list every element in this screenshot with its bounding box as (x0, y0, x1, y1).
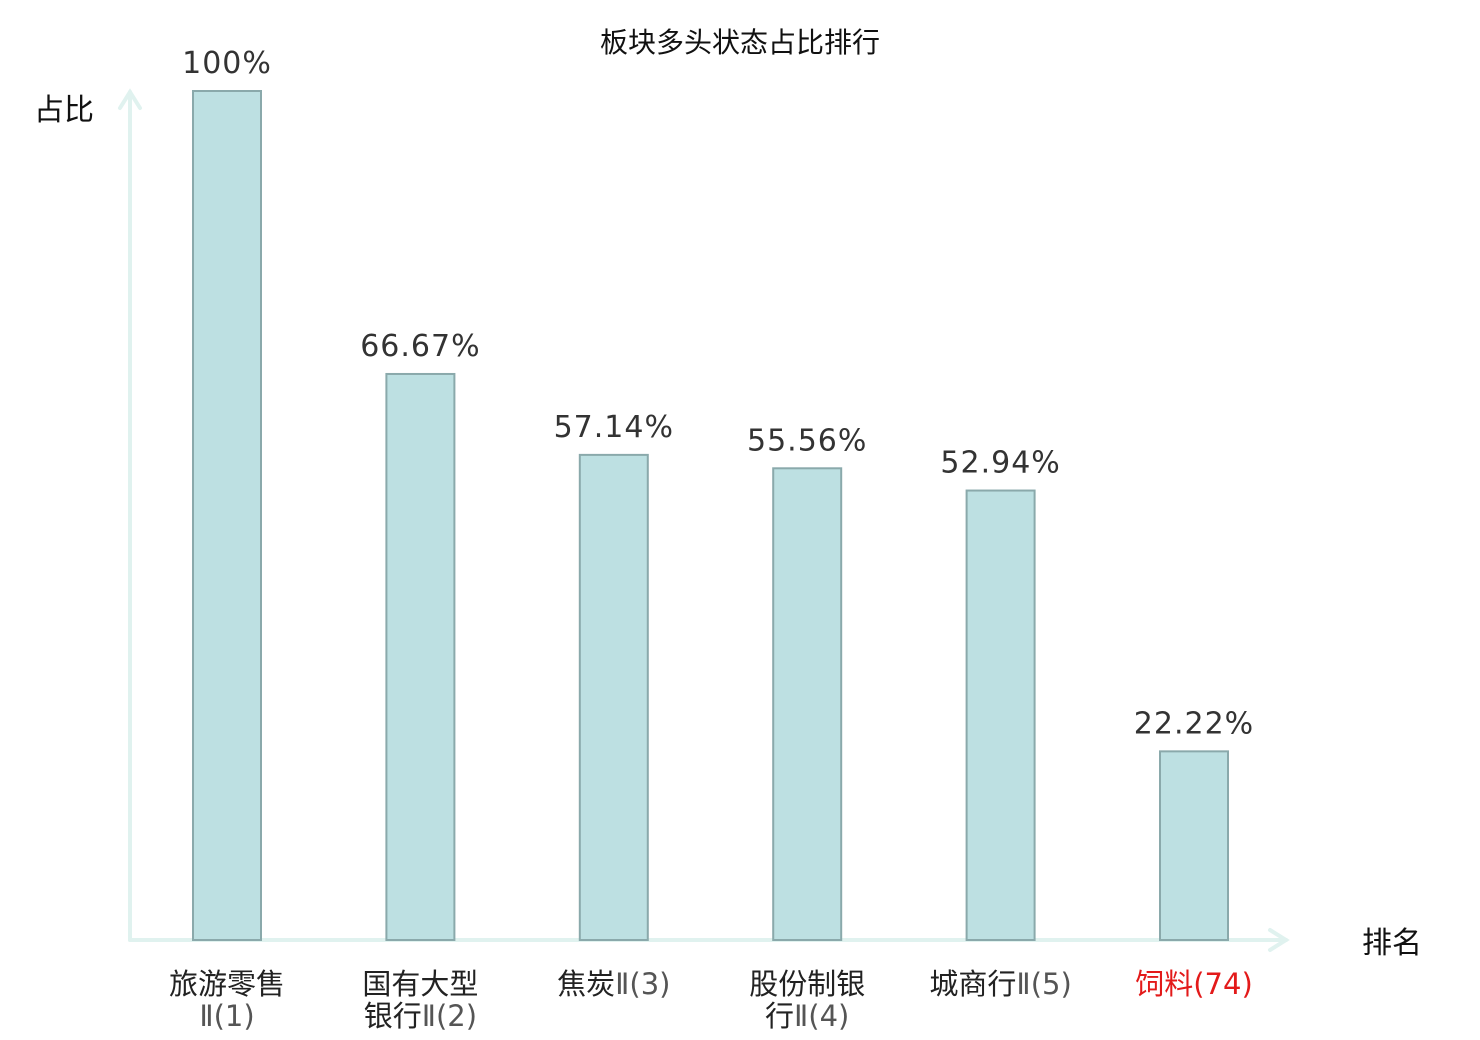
bar-6 (1159, 750, 1229, 941)
category-rank: (74) (1193, 967, 1253, 1001)
value-labels-group: 100% 66.67% 57.14% 55.56% 52.94% 22.22% (182, 46, 1254, 741)
category-name: 旅游零售 (169, 967, 285, 1001)
y-axis (118, 88, 142, 942)
value-label-5: 52.94% (940, 446, 1060, 481)
bars-group (192, 90, 1229, 942)
category-label-2-line-1: 国有大型 (362, 967, 478, 1001)
category-name: 国有大型 (362, 967, 478, 1001)
category-label-4-line-1: 股份制银 (749, 967, 865, 1001)
category-name: 焦炭 (557, 967, 615, 1001)
category-label-6-line-1: 饲料(74) (1135, 967, 1253, 1001)
value-label-4: 55.56% (747, 423, 867, 458)
value-label-2: 66.67% (360, 329, 480, 364)
category-name: 行 (765, 999, 794, 1033)
category-label-2-line-2: 银行Ⅱ(2) (364, 999, 477, 1033)
bar-4 (772, 467, 843, 941)
bar-1 (192, 90, 262, 941)
chart-title: 板块多头状态占比排行 (600, 26, 880, 59)
category-label-4-line-2: 行Ⅱ(4) (765, 999, 849, 1033)
category-label-3-line-1: 焦炭Ⅱ(3) (557, 967, 670, 1001)
category-rank: Ⅱ(3) (615, 967, 670, 1001)
bar-3 (578, 453, 649, 941)
x-axis (128, 928, 1290, 952)
value-label-6: 22.22% (1134, 706, 1254, 741)
value-label-3: 57.14% (554, 410, 674, 445)
category-label-1-line-2: Ⅱ(1) (199, 999, 254, 1033)
category-name: 城商行 (929, 967, 1016, 1001)
bar-2 (385, 372, 456, 942)
bar-5 (965, 489, 1036, 941)
y-axis-label: 占比 (34, 93, 94, 128)
category-label-5-line-1: 城商行Ⅱ(5) (929, 967, 1071, 1001)
category-name: 股份制银 (749, 967, 865, 1001)
category-rank: Ⅱ(1) (199, 999, 254, 1033)
category-name: 银行 (364, 999, 422, 1033)
category-rank: Ⅱ(5) (1016, 967, 1071, 1001)
category-name: 饲料 (1135, 967, 1193, 1001)
x-axis-label: 排名 (1362, 926, 1422, 961)
value-label-1: 100% (182, 46, 272, 81)
category-label-1-line-1: 旅游零售 (169, 967, 285, 1001)
category-rank: Ⅱ(2) (422, 999, 477, 1033)
category-rank: Ⅱ(4) (794, 999, 849, 1033)
